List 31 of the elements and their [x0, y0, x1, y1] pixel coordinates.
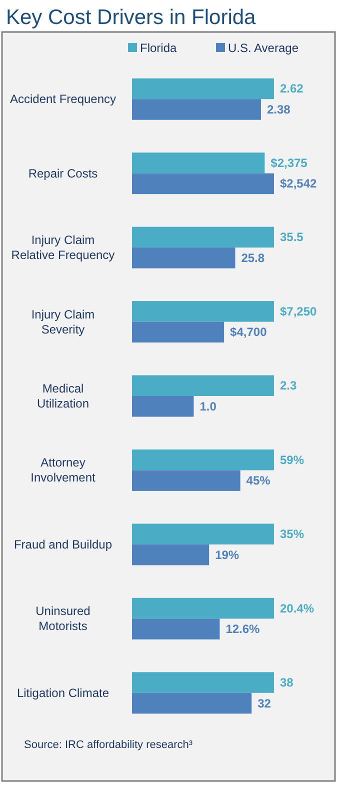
data-label: 59%	[280, 452, 304, 467]
y-tick-label: Repair Costs	[28, 166, 98, 180]
data-label: $7,250	[280, 304, 318, 318]
y-tick-label: Fraud and Buildup	[14, 537, 112, 552]
y-tick-label: Uninsured Motorists	[36, 604, 90, 634]
legend-label: Florida	[140, 41, 178, 55]
data-label: $2,375	[270, 156, 308, 170]
data-label: $4,700	[230, 325, 268, 340]
data-label: 35%	[280, 527, 304, 542]
source-note: Source: IRC affordability research³	[24, 739, 193, 751]
y-tick-label: Litigation Climate	[16, 686, 110, 700]
data-label: 19%	[215, 548, 240, 562]
data-label: $2,542	[280, 176, 318, 191]
data-label: 35.5	[280, 230, 304, 244]
data-label: 38	[280, 676, 294, 690]
chart-title: Key Cost Drivers in Florida	[6, 6, 256, 29]
data-label: 2.62	[280, 82, 304, 96]
legend-label: U.S. Average	[228, 41, 299, 55]
data-label: 1.0	[200, 399, 217, 414]
data-label: 45%	[246, 474, 271, 488]
data-label: 2.3	[280, 378, 298, 393]
data-label: 2.38	[266, 102, 291, 116]
y-tick-label: Injury Claim Relative Frequency	[11, 233, 115, 262]
data-label: 25.8	[241, 250, 265, 265]
y-tick-label: Medical Utilization	[36, 382, 90, 410]
y-tick-label: Accident Frequency	[10, 92, 116, 106]
y-tick-label: Injury Claim Severity	[31, 307, 95, 336]
data-label: 12.6%	[226, 622, 260, 636]
data-label: 32	[258, 696, 272, 710]
y-tick-label: Attorney Involvement	[30, 456, 96, 485]
data-label: 20.4%	[280, 601, 314, 616]
